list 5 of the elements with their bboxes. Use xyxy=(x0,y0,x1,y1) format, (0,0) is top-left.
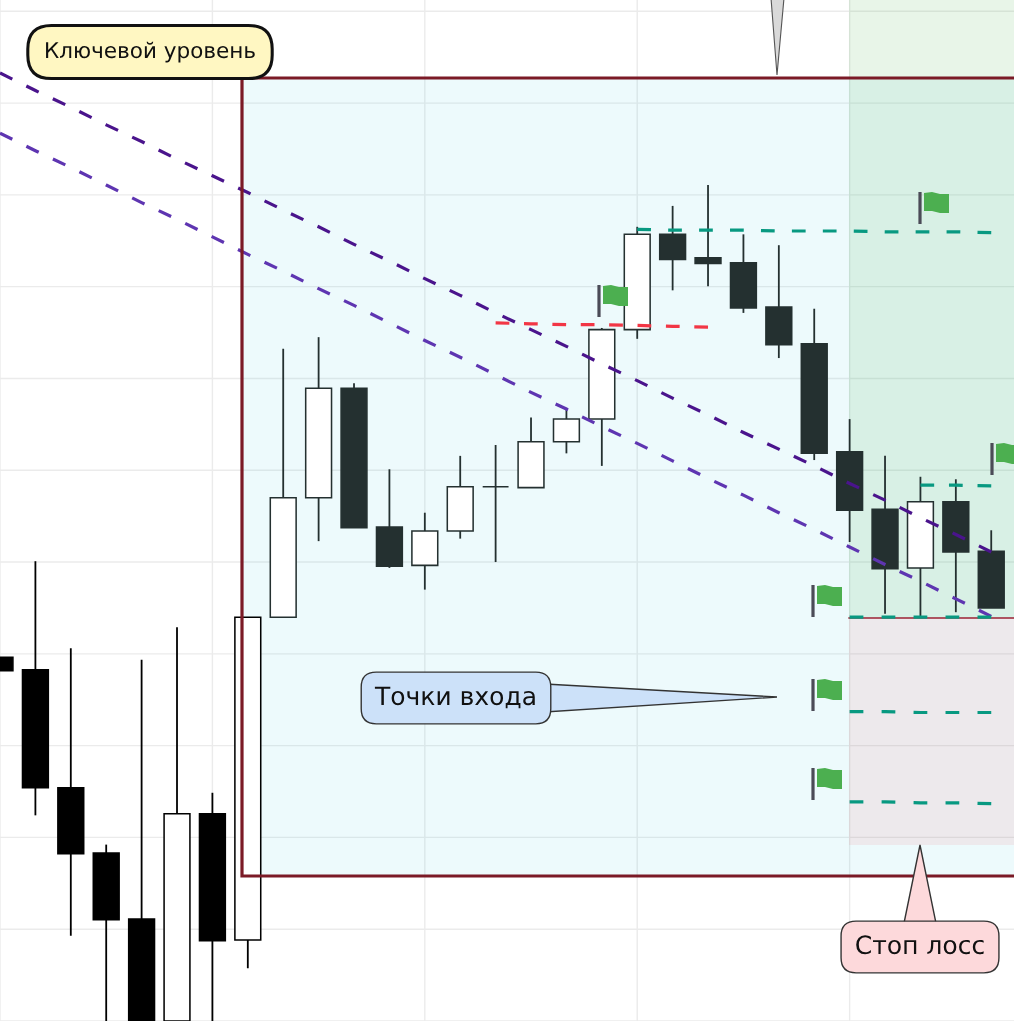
annotation: Стоп лосс xyxy=(856,935,984,955)
text: Ключевой уровень xyxy=(46,41,255,63)
candlestick xyxy=(481,444,510,563)
candlestick xyxy=(694,184,722,288)
annotation: Точки входа xyxy=(374,686,535,709)
